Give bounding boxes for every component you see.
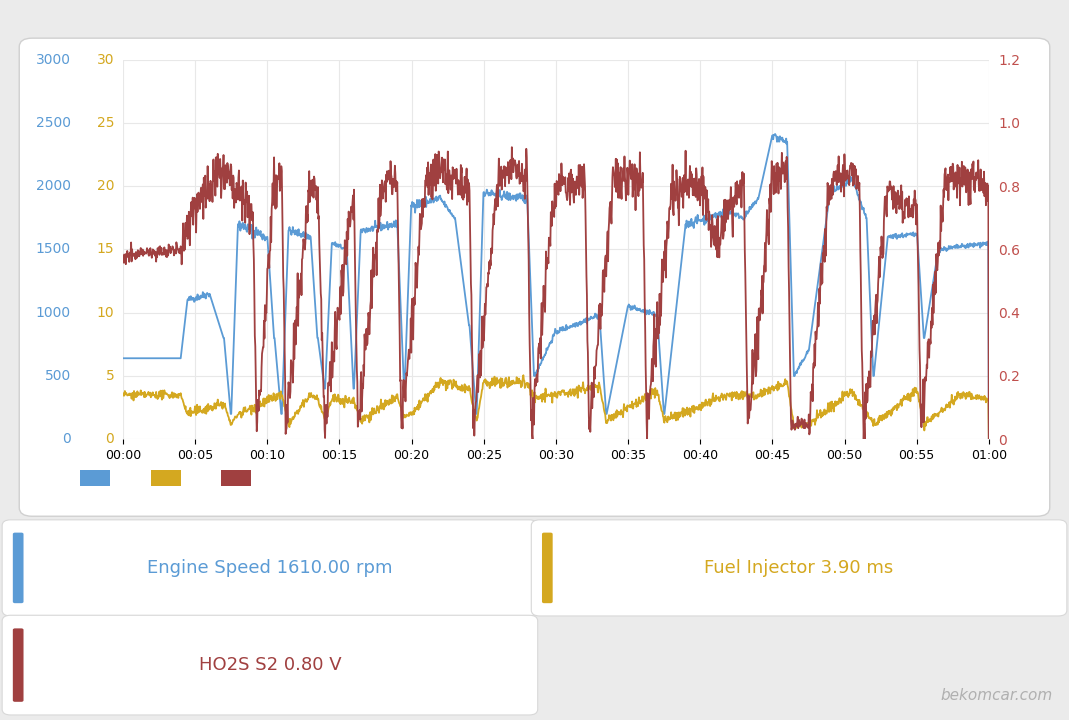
Text: 5: 5 (106, 369, 114, 383)
Text: 15: 15 (96, 243, 114, 256)
Text: Engine Speed 1610.00 rpm: Engine Speed 1610.00 rpm (148, 559, 392, 577)
Text: 30: 30 (97, 53, 114, 67)
Text: 2000: 2000 (36, 179, 71, 193)
Text: 1500: 1500 (36, 243, 71, 256)
Text: 20: 20 (97, 179, 114, 193)
Text: 25: 25 (97, 116, 114, 130)
Text: 2500: 2500 (36, 116, 71, 130)
Text: HO2S S2 0.80 V: HO2S S2 0.80 V (199, 656, 341, 674)
Text: 10: 10 (96, 306, 114, 320)
Text: 500: 500 (45, 369, 71, 383)
Text: bekomcar.com: bekomcar.com (941, 688, 1053, 703)
Text: 0: 0 (62, 432, 71, 446)
Text: Fuel Injector 3.90 ms: Fuel Injector 3.90 ms (704, 559, 894, 577)
Text: 1000: 1000 (36, 306, 71, 320)
Text: 0: 0 (106, 432, 114, 446)
Text: 3000: 3000 (36, 53, 71, 67)
